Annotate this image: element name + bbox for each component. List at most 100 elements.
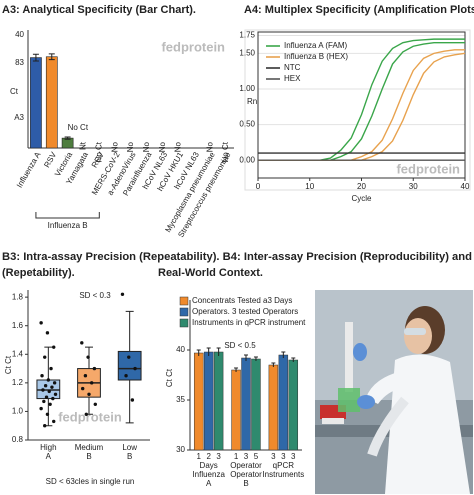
- x-subtick-label: 2: [206, 452, 211, 461]
- point: [43, 424, 47, 428]
- watermark: fedprotein: [161, 39, 225, 54]
- error-bar: [64, 136, 71, 140]
- y-tick-label: 1.6: [12, 321, 24, 330]
- x-subtick-label: 1: [196, 452, 201, 461]
- bar: [193, 352, 204, 451]
- point: [81, 386, 85, 391]
- chart-title: A4: Multiplex Specificity (Amplification…: [244, 4, 474, 16]
- point: [50, 385, 54, 389]
- x-subtick-label: 3: [271, 452, 276, 461]
- x-tick-label: 40: [461, 182, 470, 191]
- point: [124, 374, 128, 378]
- error-bar: [244, 354, 248, 361]
- point: [43, 384, 48, 388]
- error-bar: [206, 347, 211, 356]
- x-tick-label: Days: [200, 461, 218, 470]
- y-tick-label: 1.50: [239, 48, 255, 57]
- error-bar: [234, 367, 239, 372]
- point: [92, 366, 97, 371]
- x-tick-label: 0: [256, 182, 261, 191]
- x-tick-label: qPCR: [273, 461, 295, 470]
- point: [133, 366, 137, 371]
- error-bar: [291, 357, 296, 362]
- x-tick-label: Influenza: [192, 470, 225, 479]
- bar: [231, 369, 241, 451]
- x-subtick-label: 3: [281, 452, 286, 461]
- y-tick-label: 1.75: [239, 31, 255, 40]
- legend-swatch: [179, 318, 189, 328]
- annotation: SD < 0.5: [224, 341, 256, 350]
- annotation: No: [205, 141, 214, 152]
- legend-label: Operators. 3 tested Operators: [192, 307, 298, 316]
- point: [93, 402, 98, 406]
- watermark: fedprotein: [58, 409, 122, 424]
- x-tick-label: Instruments: [262, 470, 304, 479]
- point: [49, 366, 53, 371]
- x-subtick-label: 3: [291, 452, 296, 461]
- x-tick-label: 10: [305, 182, 314, 191]
- point: [53, 392, 58, 396]
- point: [120, 292, 125, 296]
- legend-swatch: [179, 307, 189, 317]
- x-tick-label: B: [243, 479, 248, 488]
- y-tick-label: 1.8: [12, 292, 24, 301]
- annotation: No: [142, 141, 151, 152]
- y-tick-label: 1.00: [239, 84, 255, 93]
- y-tick-label: 30: [176, 445, 185, 454]
- y-tick-label: 1.4: [12, 349, 24, 358]
- lab-photo: [315, 290, 473, 494]
- bar: [30, 57, 42, 149]
- point: [39, 321, 43, 325]
- legend-label: NTC: [284, 63, 301, 72]
- annotation: No: [158, 141, 167, 152]
- point: [44, 395, 49, 399]
- x-tick-label: Operator: [230, 470, 262, 479]
- legend-label: HEX: [284, 74, 301, 83]
- annotation: SD < 0.3: [79, 291, 111, 300]
- point: [45, 412, 50, 416]
- error-bar: [48, 53, 55, 61]
- error-bar: [271, 362, 276, 367]
- legend-label: Instruments in qPCR instrument: [192, 318, 306, 327]
- x-axis-label: Cycle: [351, 194, 372, 203]
- point: [39, 406, 43, 411]
- point: [86, 355, 90, 359]
- point: [52, 381, 57, 385]
- y-axis-label: Rn: [247, 97, 257, 106]
- y-tick-label: 0.00: [239, 155, 255, 164]
- chart-title: A3: Analytical Specificity (Bar Chart).: [2, 4, 196, 16]
- point: [83, 374, 88, 378]
- bar: [241, 357, 251, 451]
- point: [52, 345, 56, 349]
- y-tick-label: 83: [15, 58, 24, 67]
- bar: [268, 364, 279, 451]
- whisker: [125, 310, 134, 424]
- point: [46, 378, 51, 382]
- y-tick-label: 0.50: [239, 120, 255, 129]
- section-title: B3: Intra-assay Precision (Repeatability…: [2, 251, 472, 263]
- x-tick-label: Low: [122, 443, 137, 452]
- x-tick-label: B: [127, 452, 132, 461]
- x-tick-label: A: [206, 479, 212, 488]
- point: [48, 402, 52, 406]
- legend-swatch: [179, 296, 189, 306]
- x-tick-label: Medium: [75, 443, 104, 452]
- error-bar: [196, 349, 201, 356]
- y-axis-label: Ct: [10, 87, 19, 96]
- y-tick-label: 35: [176, 395, 185, 404]
- annotation: No Ct: [221, 141, 230, 162]
- point: [80, 341, 84, 345]
- section-title: Real-World Context.: [158, 267, 263, 279]
- point: [84, 412, 89, 416]
- y-tick-label: 40: [176, 345, 185, 354]
- point: [51, 396, 55, 401]
- point: [52, 419, 56, 424]
- y-axis-label: Ct Ct: [4, 355, 13, 374]
- point: [41, 388, 45, 392]
- bar: [288, 359, 299, 451]
- error-bar: [32, 53, 39, 62]
- point: [87, 392, 91, 396]
- x-tick-label: B: [86, 452, 91, 461]
- x-tick-label: A: [46, 452, 52, 461]
- x-tick-label: Operator: [230, 461, 262, 470]
